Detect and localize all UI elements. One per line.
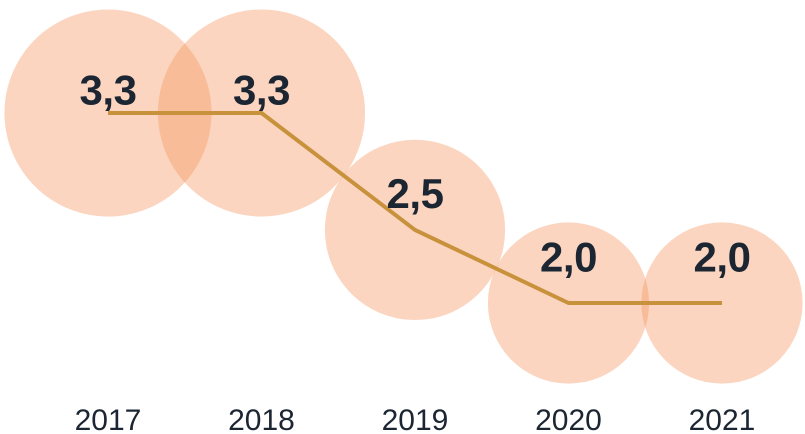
value-label-2019: 2,5 <box>387 170 444 217</box>
value-label-2018: 3,3 <box>233 67 290 114</box>
value-label-2020: 2,0 <box>540 234 597 281</box>
year-label-2021: 2021 <box>689 404 756 434</box>
trend-line <box>108 111 722 305</box>
year-label-2018: 2018 <box>228 404 295 434</box>
year-label-2019: 2019 <box>382 404 449 434</box>
year-label-2020: 2020 <box>535 404 602 434</box>
value-label-2017: 3,3 <box>80 67 137 114</box>
value-label-2021: 2,0 <box>694 234 751 281</box>
year-label-2017: 2017 <box>75 404 142 434</box>
